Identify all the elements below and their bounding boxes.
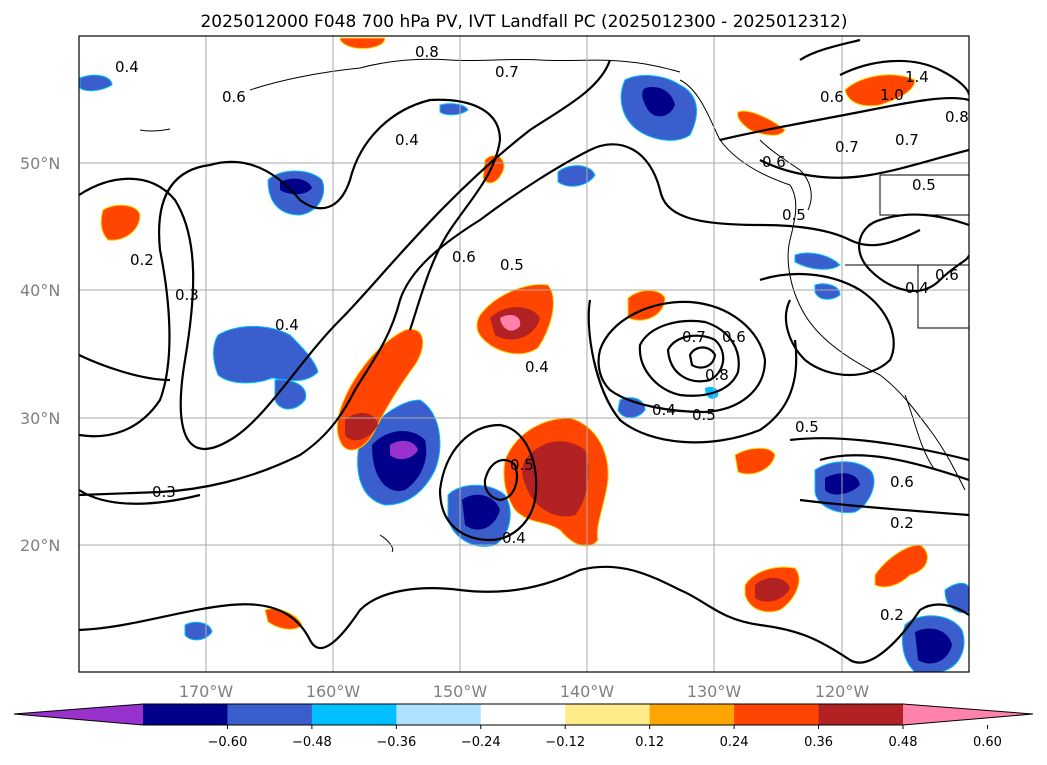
colorbar-segment bbox=[311, 704, 397, 725]
colorbar-segment bbox=[818, 704, 904, 725]
contour-label: 0.7 bbox=[495, 63, 519, 81]
colorbar-segments bbox=[143, 704, 904, 725]
contour-label: 0.4 bbox=[905, 279, 929, 297]
contour-label: 0.7 bbox=[895, 131, 919, 149]
contour-label: 0.6 bbox=[890, 473, 914, 491]
colorbar-tick-label: 0.48 bbox=[889, 735, 918, 750]
colorbar-outline bbox=[13, 703, 1034, 726]
lon-label: 170°W bbox=[179, 682, 234, 701]
contour-label: 0.3 bbox=[175, 286, 199, 304]
colorbar-segment bbox=[734, 704, 820, 725]
contour-label: 0.4 bbox=[525, 358, 549, 376]
contour-label: 1.4 bbox=[905, 68, 929, 86]
contour-label: 0.5 bbox=[500, 256, 524, 274]
lon-label: 150°W bbox=[433, 682, 488, 701]
contour-label: 0.5 bbox=[912, 176, 936, 194]
shaded-anomalies bbox=[79, 37, 969, 672]
lon-label: 120°W bbox=[815, 682, 870, 701]
latitude-labels: 50°N 40°N 30°N 20°N bbox=[20, 154, 60, 555]
contour-label: 0.2 bbox=[880, 606, 904, 624]
longitude-labels: 170°W 160°W 150°W 140°W 130°W 120°W bbox=[179, 682, 870, 701]
lat-label: 30°N bbox=[20, 409, 60, 428]
contour-label: 0.2 bbox=[130, 251, 154, 269]
coastlines bbox=[139, 58, 969, 553]
contour-label: 0.2 bbox=[890, 514, 914, 532]
contour-label: 0.5 bbox=[692, 406, 716, 424]
contour-label: 0.7 bbox=[682, 328, 706, 346]
colorbar-tick-label: 0.60 bbox=[973, 735, 1002, 750]
colorbar-ticks: −0.60 −0.48 −0.36 −0.24 −0.12 0.12 0.24 0.36 0.4… bbox=[208, 725, 1002, 750]
colorbar-segment bbox=[143, 704, 228, 725]
lon-label: 130°W bbox=[687, 682, 742, 701]
lon-label: 160°W bbox=[306, 682, 361, 701]
lat-label: 40°N bbox=[20, 281, 60, 300]
colorbar-tick-label: −0.60 bbox=[208, 735, 248, 750]
contour-labels: 0.4 0.6 0.8 0.7 0.4 0.2 0.3 0.4 0.6 0.5 … bbox=[115, 43, 969, 624]
contour-label: 0.4 bbox=[652, 401, 676, 419]
colorbar-segment bbox=[227, 704, 313, 725]
colorbar-tick-label: −0.48 bbox=[292, 735, 332, 750]
contour-label: 0.6 bbox=[222, 88, 246, 106]
colorbar-tick-label: 0.12 bbox=[635, 735, 664, 750]
contour-label: 0.3 bbox=[152, 483, 176, 501]
colorbar-segment bbox=[480, 704, 566, 725]
contour-label: 0.8 bbox=[705, 366, 729, 384]
contour-label: 0.6 bbox=[935, 266, 959, 284]
colorbar-segment bbox=[649, 704, 735, 725]
contour-label: 0.4 bbox=[395, 131, 419, 149]
colorbar-extend-low bbox=[14, 704, 143, 725]
contour-label: 0.7 bbox=[835, 138, 859, 156]
contour-label: 0.4 bbox=[275, 316, 299, 334]
lat-label: 20°N bbox=[20, 536, 60, 555]
lat-label: 50°N bbox=[20, 154, 60, 173]
contour-label: 0.6 bbox=[820, 88, 844, 106]
map-frame bbox=[78, 35, 970, 673]
contour-label: 0.6 bbox=[762, 153, 786, 171]
contour-label: 1.0 bbox=[880, 86, 904, 104]
colorbar-segment bbox=[565, 704, 651, 725]
colorbar: −0.60 −0.48 −0.36 −0.24 −0.12 0.12 0.24 0.36 0.4… bbox=[13, 703, 1034, 750]
map-panel: 0.4 0.6 0.8 0.7 0.4 0.2 0.3 0.4 0.6 0.5 … bbox=[78, 35, 970, 673]
contour-label: 0.6 bbox=[722, 328, 746, 346]
contour-label: 0.5 bbox=[510, 456, 534, 474]
colorbar-tick-label: 0.24 bbox=[720, 735, 749, 750]
lon-label: 140°W bbox=[560, 682, 615, 701]
colorbar-tick-label: 0.36 bbox=[804, 735, 833, 750]
colorbar-tick-label: −0.36 bbox=[376, 735, 416, 750]
contour-label: 0.4 bbox=[502, 529, 526, 547]
pv-contours bbox=[79, 38, 969, 664]
contour-label: 0.4 bbox=[115, 58, 139, 76]
colorbar-segment bbox=[396, 704, 482, 725]
contour-label: 0.6 bbox=[452, 248, 476, 266]
colorbar-extend-high bbox=[903, 704, 1033, 725]
contour-label: 0.8 bbox=[415, 43, 439, 61]
contour-label: 0.5 bbox=[795, 418, 819, 436]
colorbar-tick-label: −0.12 bbox=[545, 735, 585, 750]
map-title: 2025012000 F048 700 hPa PV, IVT Landfall… bbox=[200, 12, 847, 32]
colorbar-tick-label: −0.24 bbox=[461, 735, 501, 750]
contour-label: 0.8 bbox=[945, 108, 969, 126]
contour-label: 0.5 bbox=[782, 206, 806, 224]
